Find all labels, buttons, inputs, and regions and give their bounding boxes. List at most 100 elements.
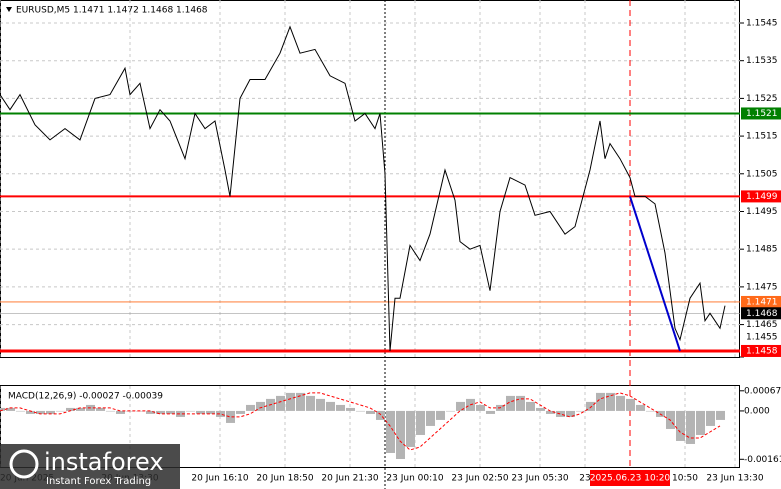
price-line: [0, 25, 726, 352]
time-label: 2025.06.23 10:20: [590, 474, 671, 484]
watermark: instaforex Instant Forex Trading: [0, 444, 180, 489]
macd-bar: [206, 410, 215, 414]
x-tick-label: 20 Jun 18:50: [256, 474, 313, 484]
macd-bar: [146, 410, 155, 414]
macd-bar: [646, 410, 655, 412]
macd-bar: [346, 407, 355, 411]
y-tick-label: 1.1515: [746, 132, 778, 142]
y-tick-label: 1.1545: [746, 18, 778, 28]
macd-bar: [296, 392, 305, 411]
macd-bar: [166, 410, 175, 414]
macd-bar: [26, 410, 35, 414]
macd-bar: [456, 401, 465, 411]
macd-bar: [16, 410, 25, 412]
y-tick-label: 1.1475: [746, 282, 778, 292]
macd-bar: [406, 410, 415, 447]
x-tick-label: 23 Jun 05:30: [511, 474, 568, 484]
macd-frame: [0, 385, 740, 468]
macd-bar: [566, 410, 575, 417]
macd-bar: [106, 410, 115, 412]
x-tick-label: 23 Jun 02:50: [451, 474, 508, 484]
macd-bar: [116, 410, 125, 414]
macd-bar: [606, 392, 615, 411]
macd-bar: [336, 404, 345, 411]
macd-bar: [326, 401, 335, 411]
macd-bar: [716, 410, 725, 420]
macd-bar: [676, 410, 685, 441]
macd-bar: [446, 410, 455, 412]
macd-bar: [686, 410, 695, 444]
macd-y-tick-label: 0.00067: [744, 386, 781, 396]
level-label-box: [741, 344, 781, 357]
y-tick-label: 1.1495: [746, 207, 778, 217]
y-tick-label: 1.1525: [746, 94, 778, 104]
macd-bar: [196, 410, 205, 414]
macd-bar: [476, 404, 485, 411]
level-label: 1.1499: [746, 192, 778, 202]
macd-bar: [66, 407, 75, 411]
x-tick-label: 23 Jun 00:10: [386, 474, 443, 484]
macd-bar: [626, 398, 635, 411]
macd-bar: [556, 410, 565, 417]
macd-bar: [76, 407, 85, 411]
macd-bar: [526, 401, 535, 411]
macd-bar: [226, 410, 235, 423]
chart-title: EURUSD,M5 1.1471 1.1472 1.1468 1.1468: [16, 6, 208, 16]
macd-bar: [546, 410, 555, 414]
macd-bar: [96, 407, 105, 411]
x-tick-label: 23 Jun 13:30: [706, 474, 763, 484]
macd-signal: [0, 392, 721, 451]
main-frame: [0, 0, 740, 358]
macd-bar: [366, 410, 375, 414]
level-label: 1.1521: [746, 109, 778, 119]
y-tick-label: 1.1455: [746, 333, 778, 343]
level-label: 1.1468: [746, 309, 778, 319]
macd-bar: [46, 410, 55, 414]
macd-bar: [0, 407, 5, 411]
macd-bar: [6, 407, 15, 411]
level-label-box: [741, 307, 781, 320]
time-label-box: [590, 470, 670, 486]
x-tick-label: 10:50: [672, 474, 698, 484]
macd-bar: [586, 401, 595, 411]
macd-bar: [436, 410, 445, 420]
macd-bar: [376, 410, 385, 420]
macd-bar: [236, 410, 245, 414]
macd-bar: [396, 410, 405, 459]
macd-bar: [156, 410, 165, 414]
level-label: 1.1471: [746, 297, 778, 307]
x-tick-label: 20 Jun 16:10: [191, 474, 248, 484]
macd-bar: [596, 392, 605, 411]
y-tick-label: 1.1505: [746, 169, 778, 179]
macd-bar: [516, 395, 525, 411]
macd-y-tick-label: 0.000: [744, 406, 770, 416]
macd-bar: [246, 404, 255, 411]
macd-label: MACD(12,26,9) -0.00027 -0.00039: [8, 392, 163, 402]
macd-bar: [426, 410, 435, 426]
macd-bar: [536, 407, 545, 411]
level-label: 1.1458: [746, 346, 778, 356]
macd-y-tick-label: -0.00161: [744, 455, 781, 465]
x-tick-label: 20 Jun 21:30: [321, 474, 378, 484]
macd-bar: [696, 410, 705, 435]
macd-bar: [276, 395, 285, 411]
level-label-box: [741, 190, 781, 203]
y-tick-label: 1.1535: [746, 56, 778, 66]
y-tick-label: 1.1485: [746, 245, 778, 255]
x-tick-label: 23: [579, 474, 590, 484]
macd-bar: [56, 410, 65, 412]
macd-bar: [256, 401, 265, 411]
macd-bar: [486, 410, 495, 414]
macd-bar: [176, 410, 185, 417]
macd-bar: [386, 410, 395, 453]
macd-bar: [306, 395, 315, 411]
macd-bar: [126, 410, 135, 412]
macd-bar: [186, 410, 195, 412]
watermark-brand: instaforex: [44, 448, 164, 476]
macd-bar: [136, 410, 145, 412]
menu-triangle: [6, 7, 12, 12]
macd-bar: [356, 410, 365, 412]
trendline: [629, 196, 681, 352]
